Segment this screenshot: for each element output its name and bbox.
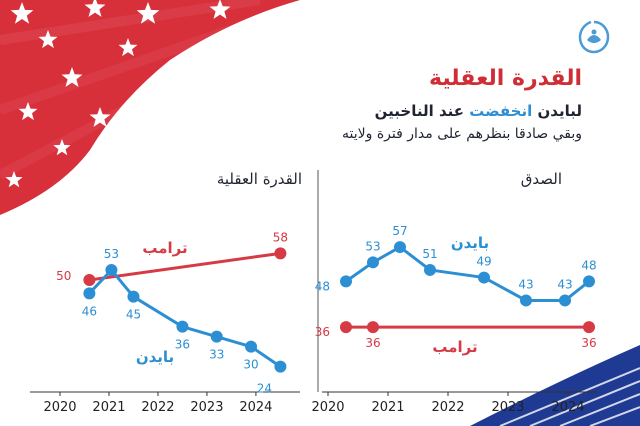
biden-data-point: [210, 330, 223, 343]
biden-data-label: 43: [518, 277, 533, 291]
x-tick-label: 2021: [371, 400, 404, 415]
biden-series-name: بايدن: [451, 234, 489, 252]
biden-data-point: [583, 275, 595, 288]
biden-data-label: 51: [422, 247, 437, 261]
x-tick-label: 2023: [491, 400, 524, 415]
panel-title-mental: القدرة العقلية: [216, 170, 302, 188]
trump-data-label: 50: [56, 269, 71, 283]
biden-data-label: 49: [476, 255, 491, 269]
trump-data-label: 36: [365, 336, 380, 350]
panel-title-honesty: الصدق: [520, 170, 562, 188]
biden-series-name: بايدن: [136, 348, 174, 366]
star-icon: [38, 30, 58, 49]
biden-data-label: 24: [257, 382, 272, 396]
trump-data-label: 58: [273, 230, 288, 244]
biden-data-label: 33: [209, 348, 224, 362]
biden-data-label: 48: [581, 258, 596, 272]
main-title: القدرة العقلية: [428, 66, 582, 91]
chart-mental-capacity: 2020 2021 2022 2023 2024 50 58 ترامب 46 53 45 36 33 3…: [30, 230, 300, 415]
trump-data-point: [340, 321, 352, 334]
biden-data-point: [245, 340, 258, 353]
star-icon: [61, 67, 83, 87]
biden-data-point: [520, 294, 532, 307]
biden-data-label: 36: [175, 338, 190, 352]
biden-data-label: 30: [243, 358, 258, 372]
biden-data-label: 45: [126, 308, 141, 322]
biden-data-point: [478, 271, 490, 284]
x-tick-label: 2024: [551, 400, 584, 415]
biden-data-label: 48: [315, 279, 330, 293]
x-tick-label: 2020: [311, 400, 344, 415]
star-icon: [84, 0, 106, 17]
subtitle-part2: عند الناخبين: [374, 102, 464, 120]
x-tick-label: 2023: [190, 400, 223, 415]
blue-flag-shape: [470, 345, 640, 426]
stars-group: [5, 0, 231, 188]
trump-series-name: ترامب: [432, 338, 477, 356]
x-tick-label: 2022: [141, 400, 174, 415]
biden-data-point: [367, 256, 379, 269]
biden-data-point: [424, 263, 436, 276]
star-icon: [89, 107, 111, 127]
biden-data-point: [559, 294, 571, 307]
trump-series-name: ترامب: [142, 239, 187, 257]
biden-data-label: 53: [104, 247, 119, 261]
star-icon: [53, 139, 71, 156]
biden-data-point: [274, 360, 287, 373]
subtitle-highlight: انخفضت: [469, 102, 533, 120]
biden-data-point: [176, 320, 189, 333]
biden-data-point: [394, 241, 406, 254]
biden-data-point: [83, 287, 96, 300]
trump-data-label: 36: [581, 336, 596, 350]
star-icon: [118, 38, 138, 57]
subtitle: لبايدن انخفضت عند الناخبين: [375, 102, 582, 120]
trump-series-line: [89, 251, 281, 282]
biden-data-point: [127, 290, 140, 303]
red-flag-shape: [0, 0, 300, 215]
x-tick-label: 2024: [239, 400, 272, 415]
x-tick-label: 2020: [43, 400, 76, 415]
star-icon: [5, 171, 23, 188]
star-icon: [10, 2, 34, 24]
chart-honesty: 2020 2021 2022 2023 2024 36 36 36 ترامب 48 53 57 51 4…: [311, 224, 598, 415]
biden-data-point: [105, 264, 118, 276]
star-icon: [209, 0, 231, 19]
trump-data-point: [274, 247, 287, 260]
biden-data-label: 46: [82, 304, 97, 318]
biden-series-line: [345, 245, 590, 302]
trump-data-label: 36: [315, 325, 330, 339]
subtitle-part1: لبايدن: [537, 102, 583, 120]
biden-data-label: 53: [365, 239, 380, 253]
trump-data-point: [583, 321, 595, 334]
star-icon: [136, 2, 160, 24]
aljazeera-logo-icon: [578, 20, 610, 54]
subtitle-2: وبقي صادقا بنظرهم على مدار فترة ولايته: [342, 126, 582, 142]
star-icon: [18, 102, 38, 121]
x-tick-label: 2021: [92, 400, 125, 415]
x-tick-label: 2022: [431, 400, 464, 415]
star-icon: [168, 72, 188, 91]
trump-data-point: [367, 321, 379, 334]
trump-data-point: [83, 274, 96, 286]
biden-data-label: 57: [392, 224, 407, 238]
biden-data-label: 43: [557, 277, 572, 291]
biden-data-point: [340, 275, 352, 288]
